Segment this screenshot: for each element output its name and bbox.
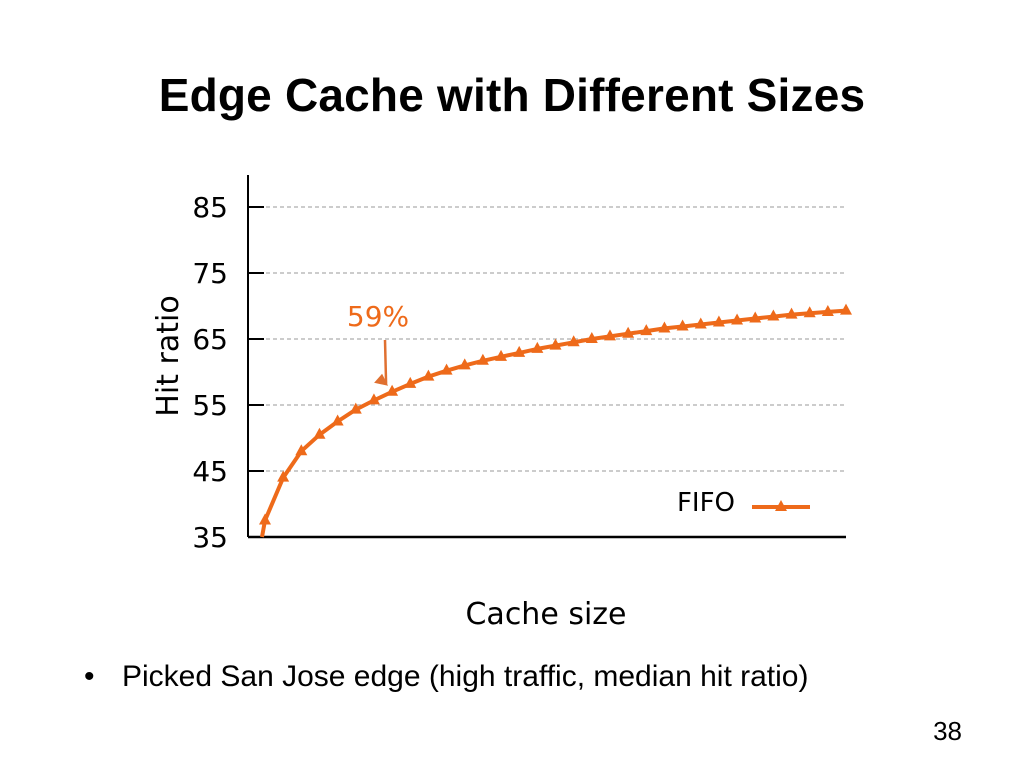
data-point-marker: [676, 319, 689, 331]
legend-marker: [775, 500, 787, 511]
y-tick-label: 65: [192, 323, 228, 356]
data-point-marker: [440, 363, 453, 375]
legend: FIFO: [677, 488, 810, 518]
data-point-marker: [549, 338, 562, 350]
grid-lines: [266, 206, 846, 472]
data-point-marker: [603, 329, 616, 341]
data-point-marker: [821, 304, 834, 316]
data-point-marker: [367, 393, 380, 405]
bullet-item: • Picked San Jose edge (high traffic, med…: [84, 660, 808, 694]
data-point-marker: [331, 414, 344, 426]
y-tick-label: 35: [192, 521, 228, 554]
data-point-marker: [495, 349, 508, 361]
data-point-marker: [803, 306, 816, 318]
page-number: 38: [933, 716, 962, 746]
data-point-marker: [404, 376, 417, 388]
data-point-marker: [585, 332, 598, 343]
series-fifo: [259, 303, 852, 538]
data-point-marker: [640, 324, 653, 336]
x-axis-label: Cache size: [465, 597, 626, 632]
y-tick-label: 55: [192, 389, 228, 422]
bullet-text: Picked San Jose edge (high traffic, medi…: [122, 660, 809, 693]
data-point-marker: [567, 335, 580, 347]
y-tick-label: 75: [192, 257, 228, 290]
data-point-marker: [767, 309, 780, 321]
chart-axes: [247, 175, 846, 539]
legend-label: FIFO: [677, 488, 735, 518]
data-point-marker: [658, 321, 671, 333]
data-point-marker: [458, 358, 471, 370]
data-point-marker: [531, 341, 544, 353]
data-point-marker: [622, 326, 635, 338]
data-point-marker: [295, 444, 308, 456]
data-point-marker: [422, 369, 435, 381]
y-tick-labels: 35 45 55 65 75 85: [192, 191, 228, 554]
data-point-marker: [476, 353, 489, 365]
data-point-marker: [785, 307, 798, 319]
data-point-marker: [694, 317, 707, 329]
data-point-marker: [513, 345, 526, 357]
bullet-marker: •: [84, 660, 95, 693]
slide-title: Edge Cache with Different Sizes: [158, 69, 866, 121]
data-point-marker: [840, 303, 852, 315]
data-point-marker: [749, 311, 762, 323]
data-point-marker: [712, 315, 725, 327]
y-tick-label: 85: [192, 191, 228, 224]
data-point-marker: [731, 313, 744, 325]
annotation-label: 59%: [347, 300, 409, 333]
hit-ratio-chart: 35 45 55 65 75 85 Hit ratio Cache size 59% FI…: [151, 175, 852, 632]
data-point-marker: [386, 384, 399, 396]
annotation-arrow-head: [374, 373, 389, 386]
annotation-arrow-line: [383, 339, 388, 384]
y-tick-label: 45: [192, 455, 228, 488]
data-point-marker: [277, 470, 290, 482]
data-point-marker: [259, 513, 271, 525]
data-point-marker: [313, 427, 326, 439]
data-point-marker: [349, 402, 362, 414]
y-axis-label: Hit ratio: [151, 295, 186, 416]
series-line: [260, 308, 847, 538]
annotation: 59%: [347, 300, 409, 386]
